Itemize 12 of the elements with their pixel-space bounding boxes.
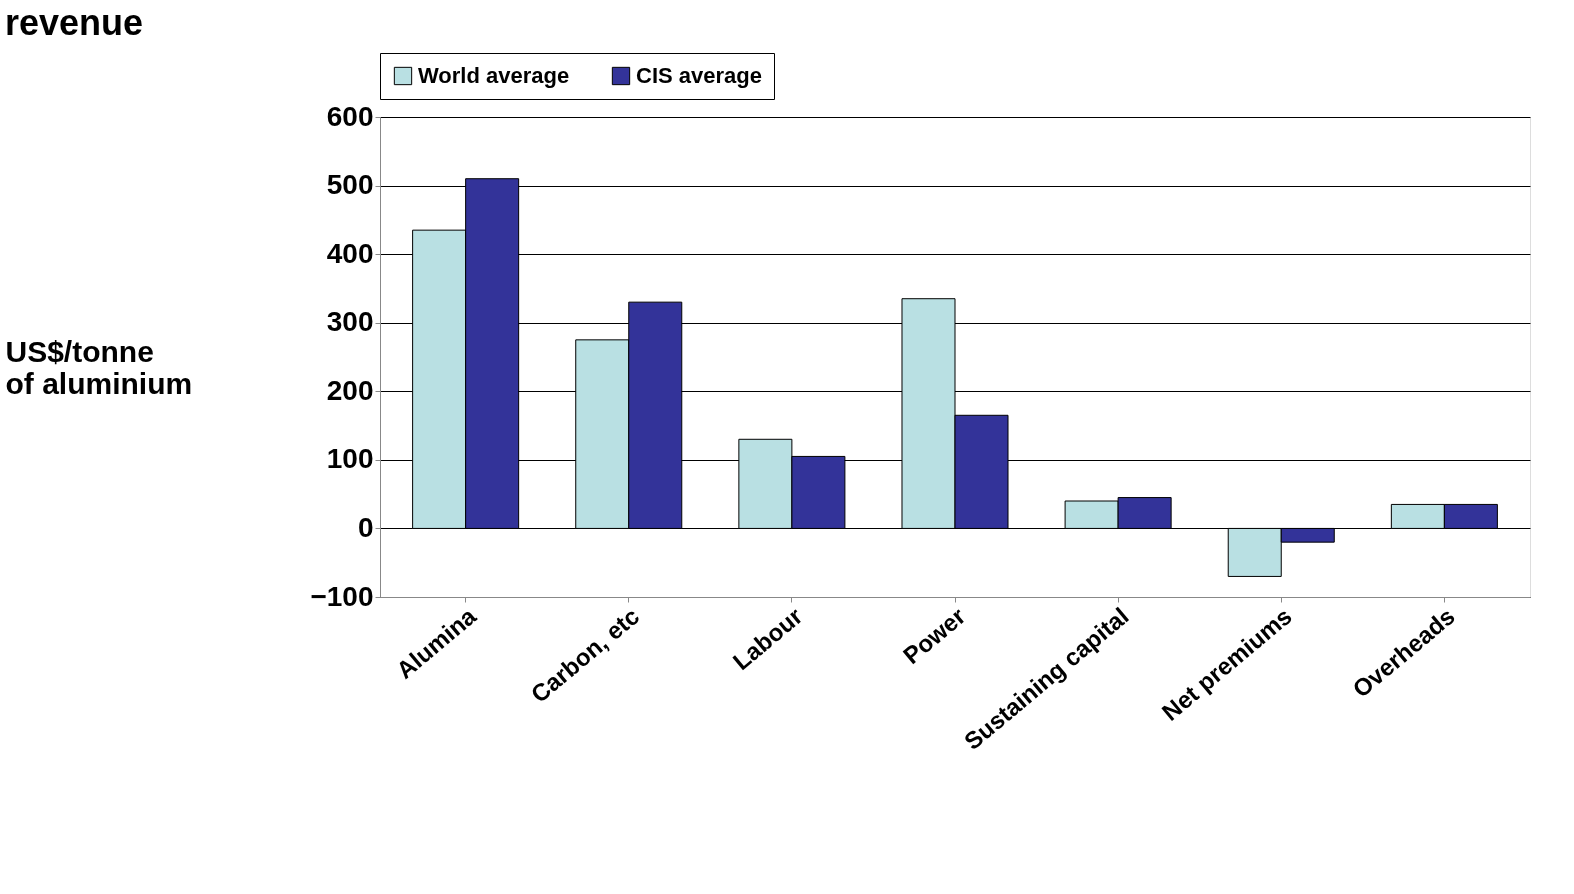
y-tick-label: 400	[326, 237, 374, 269]
y-tick-label: −100	[310, 580, 374, 612]
y-tick-label: 0	[357, 511, 374, 543]
legend-label: CIS average	[636, 63, 762, 88]
legend-label: World average	[418, 63, 570, 88]
text: revenue	[5, 1, 144, 43]
y-tick-label: 300	[326, 306, 374, 338]
y-tick-label: 100	[326, 443, 374, 475]
y-tick-label: 200	[326, 374, 374, 406]
y-axis-title: US$/tonne of aluminium	[5, 334, 193, 400]
y-tick-label: 600	[326, 100, 374, 132]
y-tick-label: 500	[326, 169, 374, 201]
